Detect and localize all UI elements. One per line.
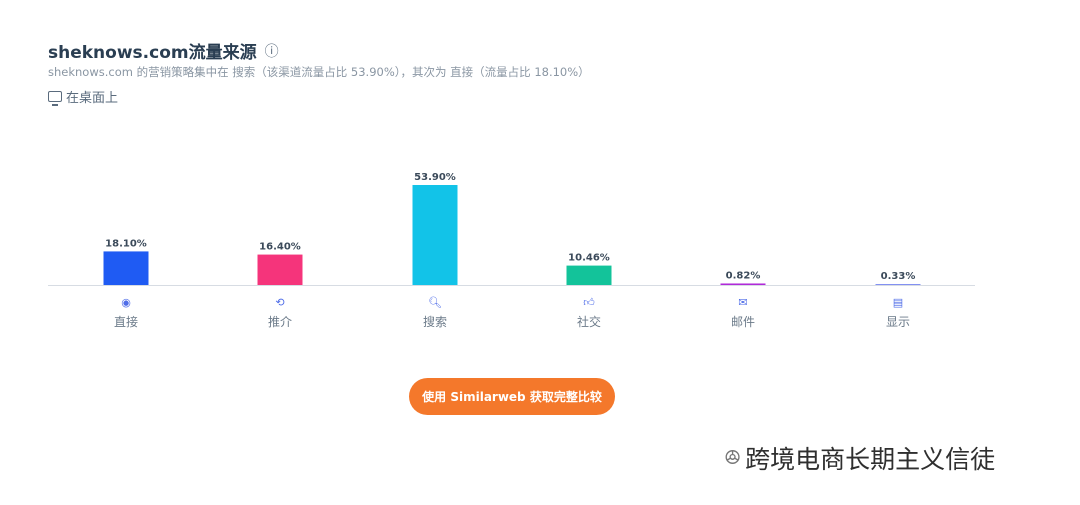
category-3[interactable]: 🔍︎ 搜索 [395,296,475,330]
category-label: 社交 [576,315,601,329]
compare-button[interactable]: 使用 Similarweb 获取完整比较 [409,378,615,415]
category-label: 显示 [885,315,910,329]
wechat-icon: ꔮ [724,445,742,471]
referral-icon: ⟲ [275,296,285,309]
desktop-icon [48,91,62,106]
bar-1[interactable] [103,251,149,285]
title-text: sheknows.com流量来源 [48,43,257,63]
category-4[interactable]: 👍︎ 社交 [549,296,629,330]
device-label: 在桌面上 [66,91,119,106]
info-icon[interactable]: ⓘ [264,43,279,60]
category-2[interactable]: ⟲ 推介 [240,296,320,330]
page-title: sheknows.com流量来源 ⓘ [48,38,279,63]
direct-icon: ◉ [121,296,131,309]
subtitle: sheknows.com 的营销策略集中在 搜索（该渠道流量占比 53.90%）… [48,65,590,79]
search-icon: 🔍︎ [428,296,442,309]
category-label: 直接 [113,315,138,329]
category-label: 搜索 [422,315,447,329]
category-label: 推介 [267,315,292,329]
category-1[interactable]: ◉ 直接 [86,296,166,330]
bar-value-label-1: 18.10% [105,238,147,249]
bar-value-label-2: 16.40% [259,242,301,253]
category-label: 邮件 [730,315,755,329]
bar-value-label-3: 53.90% [414,172,456,183]
bar-value-label-5: 0.82% [726,270,761,281]
bar-5[interactable] [720,283,766,285]
bar-4[interactable] [566,265,612,285]
bar-6[interactable] [875,284,921,285]
category-6[interactable]: ▤ 显示 [858,296,938,330]
social-icon: 👍︎ [583,296,595,309]
mail-icon: ✉ [738,296,748,309]
device-filter[interactable]: 在桌面上 [48,87,118,106]
bar-value-label-6: 0.33% [881,271,916,282]
bar-3[interactable] [412,185,458,285]
watermark-text: 跨境电商长期主义信徒 [745,445,996,474]
bar-2[interactable] [257,254,303,285]
bar-value-label-4: 10.46% [568,253,610,264]
category-5[interactable]: ✉ 邮件 [703,296,783,330]
watermark: ꔮ 跨境电商长期主义信徒 [724,440,995,476]
display-icon: ▤ [892,296,904,309]
